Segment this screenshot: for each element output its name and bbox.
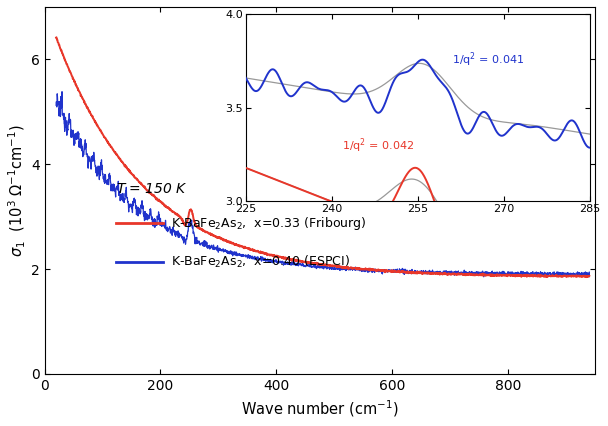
Text: $T$ = 150 K: $T$ = 150 K: [116, 181, 188, 196]
Text: K-BaFe$_2$As$_2$,  x=0.33 (Fribourg): K-BaFe$_2$As$_2$, x=0.33 (Fribourg): [171, 215, 367, 232]
Text: K-BaFe$_2$As$_2$,  x=0.40 (ESPCI): K-BaFe$_2$As$_2$, x=0.40 (ESPCI): [171, 254, 350, 270]
X-axis label: Wave number (cm$^{-1}$): Wave number (cm$^{-1}$): [241, 398, 399, 419]
Y-axis label: $\sigma_1$  (10$^3$ $\Omega^{-1}$cm$^{-1}$): $\sigma_1$ (10$^3$ $\Omega^{-1}$cm$^{-1}…: [7, 124, 28, 257]
